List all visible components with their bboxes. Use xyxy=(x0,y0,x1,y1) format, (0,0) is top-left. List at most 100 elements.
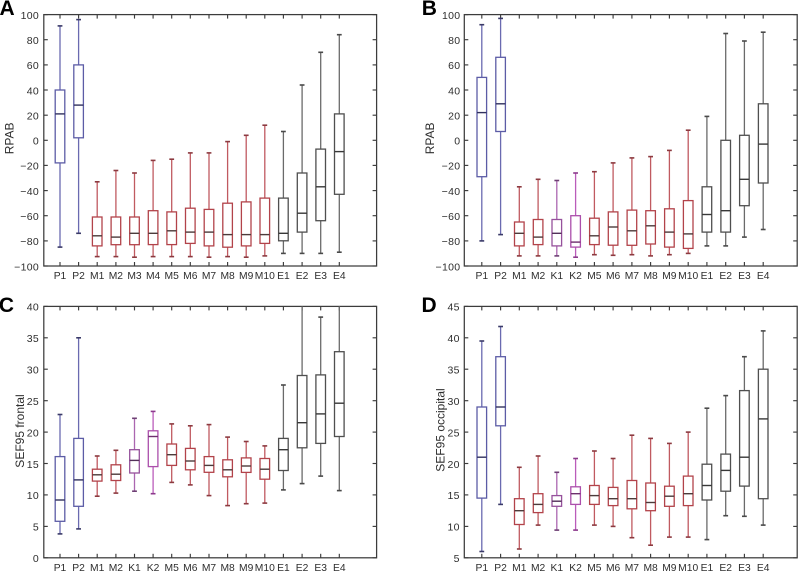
svg-text:M2: M2 xyxy=(531,271,546,282)
svg-text:E4: E4 xyxy=(757,563,770,574)
svg-text:E3: E3 xyxy=(738,271,751,282)
svg-text:M7: M7 xyxy=(625,271,640,282)
svg-text:K1: K1 xyxy=(550,271,563,282)
svg-text:20: 20 xyxy=(448,459,460,471)
svg-text:M5: M5 xyxy=(587,271,602,282)
svg-text:M6: M6 xyxy=(183,271,198,282)
svg-text:SEF95 frontal: SEF95 frontal xyxy=(13,394,27,467)
svg-text:E3: E3 xyxy=(314,271,327,282)
svg-text:−40: −40 xyxy=(442,186,461,198)
svg-text:E1: E1 xyxy=(701,271,714,282)
svg-text:M1: M1 xyxy=(90,271,105,282)
svg-text:15: 15 xyxy=(27,459,39,471)
svg-text:M1: M1 xyxy=(512,563,527,574)
svg-text:30: 30 xyxy=(27,365,39,377)
svg-text:C: C xyxy=(0,294,14,317)
svg-text:E1: E1 xyxy=(277,271,290,282)
svg-text:40: 40 xyxy=(27,85,39,97)
svg-text:M8: M8 xyxy=(643,271,658,282)
svg-text:P2: P2 xyxy=(72,563,85,574)
svg-text:M6: M6 xyxy=(606,563,621,574)
svg-text:40: 40 xyxy=(448,333,460,345)
svg-text:RPAB: RPAB xyxy=(2,123,16,155)
svg-text:20: 20 xyxy=(27,111,39,123)
svg-text:P1: P1 xyxy=(54,271,67,282)
svg-text:0: 0 xyxy=(33,136,39,148)
svg-text:0: 0 xyxy=(33,553,39,565)
svg-text:E4: E4 xyxy=(333,271,346,282)
svg-text:−40: −40 xyxy=(20,186,39,198)
svg-text:E3: E3 xyxy=(314,563,327,574)
svg-text:M8: M8 xyxy=(643,563,658,574)
svg-text:P2: P2 xyxy=(494,563,507,574)
svg-text:10: 10 xyxy=(27,490,39,502)
svg-text:45: 45 xyxy=(448,302,460,314)
svg-text:E2: E2 xyxy=(719,271,732,282)
svg-text:M4: M4 xyxy=(146,271,161,282)
svg-text:10: 10 xyxy=(448,522,460,534)
svg-text:K1: K1 xyxy=(128,563,141,574)
svg-text:M9: M9 xyxy=(239,563,254,574)
svg-text:80: 80 xyxy=(27,35,39,47)
svg-text:M2: M2 xyxy=(109,271,124,282)
svg-text:60: 60 xyxy=(448,60,460,72)
svg-text:P1: P1 xyxy=(475,271,488,282)
svg-text:M7: M7 xyxy=(202,271,217,282)
svg-text:M5: M5 xyxy=(587,563,602,574)
svg-text:A: A xyxy=(0,0,15,20)
svg-text:K1: K1 xyxy=(550,563,563,574)
svg-text:E1: E1 xyxy=(277,563,290,574)
svg-text:35: 35 xyxy=(448,365,460,377)
svg-text:20: 20 xyxy=(27,427,39,439)
svg-text:M2: M2 xyxy=(531,563,546,574)
svg-text:E4: E4 xyxy=(333,563,346,574)
svg-text:80: 80 xyxy=(448,35,460,47)
svg-text:M6: M6 xyxy=(606,271,621,282)
svg-text:P2: P2 xyxy=(72,271,85,282)
svg-text:15: 15 xyxy=(448,490,460,502)
svg-text:−20: −20 xyxy=(442,161,461,173)
svg-text:M8: M8 xyxy=(220,563,235,574)
svg-text:M1: M1 xyxy=(90,563,105,574)
svg-text:20: 20 xyxy=(448,111,460,123)
svg-text:P1: P1 xyxy=(475,563,488,574)
svg-text:K2: K2 xyxy=(569,563,582,574)
svg-text:E2: E2 xyxy=(296,271,309,282)
svg-text:−80: −80 xyxy=(442,236,461,248)
svg-text:−60: −60 xyxy=(442,211,461,223)
svg-text:RPAB: RPAB xyxy=(423,123,437,155)
svg-text:40: 40 xyxy=(448,85,460,97)
svg-text:5: 5 xyxy=(454,553,460,565)
svg-text:M3: M3 xyxy=(127,271,142,282)
svg-text:−60: −60 xyxy=(20,211,39,223)
svg-text:D: D xyxy=(422,294,437,317)
svg-text:K2: K2 xyxy=(147,563,160,574)
svg-text:30: 30 xyxy=(448,396,460,408)
svg-text:K2: K2 xyxy=(569,271,582,282)
svg-text:SEF95 occipital: SEF95 occipital xyxy=(433,388,447,471)
svg-text:M7: M7 xyxy=(625,563,640,574)
svg-text:M9: M9 xyxy=(662,563,677,574)
svg-text:5: 5 xyxy=(33,522,39,534)
svg-text:M9: M9 xyxy=(662,271,677,282)
svg-text:−100: −100 xyxy=(436,261,461,273)
svg-text:M5: M5 xyxy=(165,563,180,574)
svg-text:M10: M10 xyxy=(678,563,698,574)
svg-text:25: 25 xyxy=(27,396,39,408)
svg-text:M1: M1 xyxy=(512,271,527,282)
svg-text:M7: M7 xyxy=(202,563,217,574)
svg-text:P1: P1 xyxy=(54,563,67,574)
svg-text:E2: E2 xyxy=(719,563,732,574)
svg-text:E1: E1 xyxy=(701,563,714,574)
svg-text:M10: M10 xyxy=(678,271,698,282)
svg-text:60: 60 xyxy=(27,60,39,72)
svg-text:35: 35 xyxy=(27,333,39,345)
svg-text:M8: M8 xyxy=(220,271,235,282)
svg-text:E2: E2 xyxy=(296,563,309,574)
svg-text:M10: M10 xyxy=(255,563,275,574)
svg-text:100: 100 xyxy=(21,10,39,22)
svg-text:100: 100 xyxy=(442,10,460,22)
svg-text:M2: M2 xyxy=(109,563,124,574)
svg-text:M6: M6 xyxy=(183,563,198,574)
svg-text:−80: −80 xyxy=(20,236,39,248)
